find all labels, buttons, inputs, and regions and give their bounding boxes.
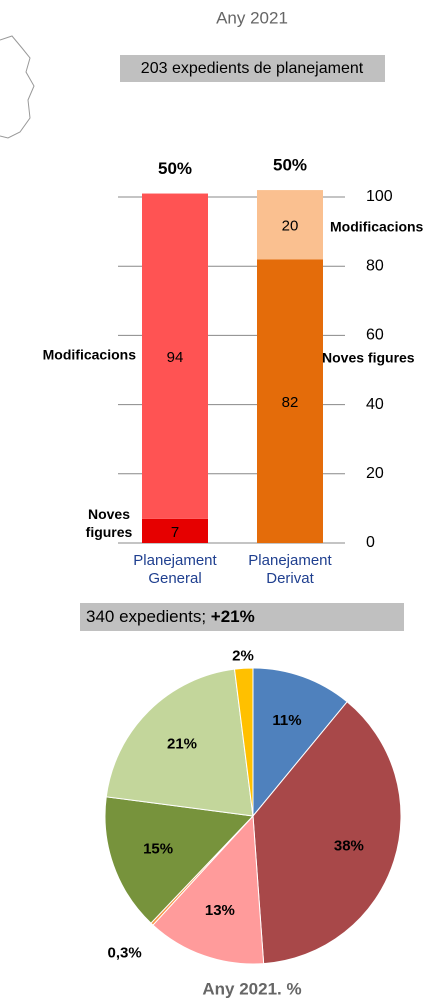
bar-segment	[257, 190, 323, 260]
data-label: 20	[282, 218, 299, 235]
y-tick-label: 100	[366, 188, 393, 205]
slice-label: 13%	[205, 902, 235, 919]
bar-segment	[142, 193, 208, 519]
pie-title: 340 expedients; +21%	[86, 607, 255, 626]
y-tick-label: 20	[366, 465, 384, 482]
pie-title-box	[80, 603, 404, 631]
y-tick-label: 40	[366, 396, 384, 413]
bar-segment	[257, 259, 323, 543]
slice-label: 21%	[167, 736, 197, 753]
chart-subtitle: 203 expedients de planejament	[141, 60, 364, 77]
data-label: 7	[171, 524, 179, 541]
category-label: Planejament Derivat	[248, 552, 332, 587]
series-label: Noves figures	[322, 350, 415, 366]
map-fragment	[0, 35, 35, 139]
subtitle-box	[120, 55, 385, 82]
data-label: 94	[167, 349, 184, 366]
data-label: 82	[282, 394, 299, 411]
pie-slice	[252, 701, 402, 965]
slice-label: 0,3%	[108, 944, 142, 961]
slice-label: 2%	[232, 647, 254, 664]
y-tick-label: 0	[366, 534, 375, 551]
pie-title-text: 340 expedients;	[86, 607, 206, 626]
series-label-box: Noves figures	[85, 506, 133, 540]
series-label: Modificacions	[330, 219, 424, 235]
category-label-box: Planejament Derivat	[248, 552, 332, 587]
pie-title-emphasis: +21%	[211, 607, 255, 626]
category-label: Planejament General	[133, 552, 217, 587]
slice-label: 15%	[143, 841, 173, 858]
category-label-box: Planejament General	[133, 552, 217, 587]
series-label: Modificacions	[43, 347, 137, 363]
pie-slice	[104, 796, 255, 924]
pie-slice	[105, 668, 254, 817]
bar-segment	[142, 518, 208, 543]
slice-label: 38%	[334, 838, 364, 855]
slice-label: 11%	[272, 712, 301, 729]
y-tick-label: 60	[366, 327, 384, 344]
y-tick-label: 80	[366, 257, 384, 274]
pie-slice	[152, 814, 265, 965]
share-label: 50%	[158, 159, 192, 178]
share-label: 50%	[273, 156, 307, 175]
chart-title: Any 2021	[216, 8, 288, 27]
pie-slice	[252, 667, 348, 818]
pie-slice	[233, 667, 254, 817]
series-label: Noves figures	[85, 506, 133, 540]
pie-caption: Any 2021. %	[202, 979, 301, 998]
